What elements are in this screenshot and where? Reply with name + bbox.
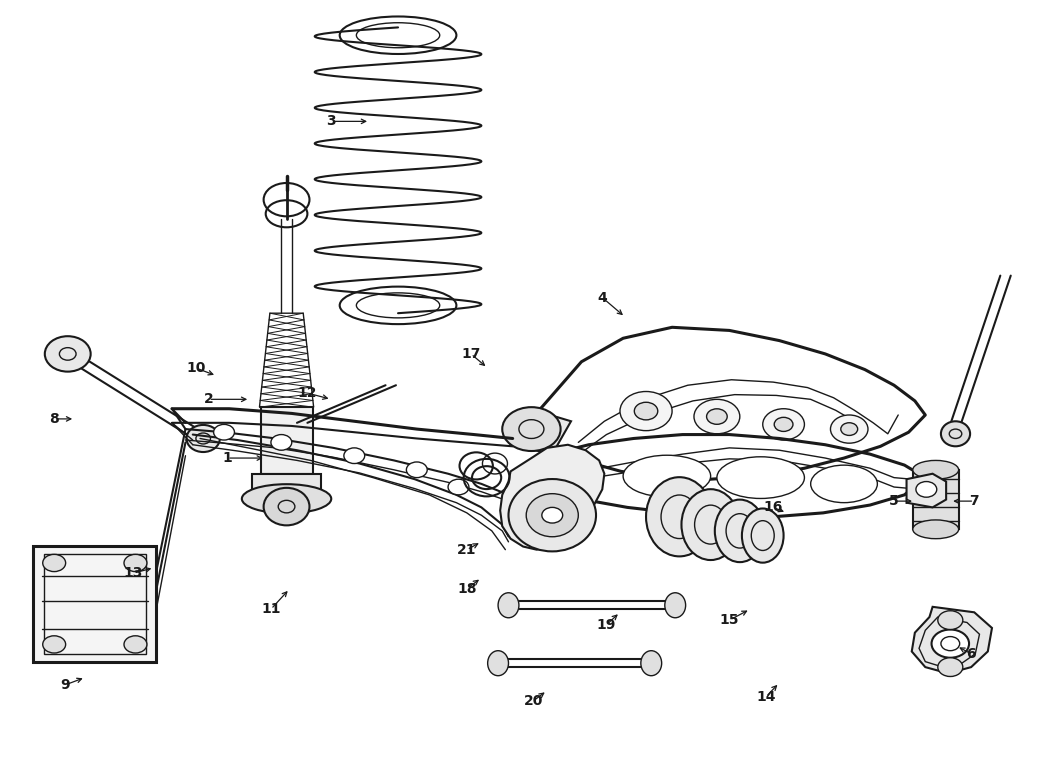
Ellipse shape <box>187 425 220 452</box>
Ellipse shape <box>717 456 804 499</box>
Ellipse shape <box>774 417 793 431</box>
Ellipse shape <box>623 455 711 497</box>
Text: 11: 11 <box>262 602 280 616</box>
Ellipse shape <box>715 500 765 562</box>
Ellipse shape <box>508 479 596 551</box>
Ellipse shape <box>830 415 868 443</box>
Ellipse shape <box>635 402 658 420</box>
Text: 14: 14 <box>756 690 775 704</box>
Bar <box>33 546 156 662</box>
Ellipse shape <box>646 477 713 557</box>
Ellipse shape <box>742 508 784 563</box>
Ellipse shape <box>242 484 331 514</box>
Text: 21: 21 <box>457 543 476 557</box>
Ellipse shape <box>264 488 309 525</box>
Bar <box>44 554 146 654</box>
Text: 20: 20 <box>524 694 543 708</box>
Ellipse shape <box>932 630 969 658</box>
Ellipse shape <box>694 399 740 434</box>
Ellipse shape <box>620 392 672 431</box>
Text: 16: 16 <box>764 500 783 514</box>
Text: 1: 1 <box>222 451 232 465</box>
Ellipse shape <box>681 489 740 560</box>
Ellipse shape <box>488 651 508 676</box>
Ellipse shape <box>941 421 970 446</box>
Text: 17: 17 <box>462 347 480 361</box>
Bar <box>913 470 959 529</box>
Ellipse shape <box>763 409 804 440</box>
Polygon shape <box>511 409 571 454</box>
Text: 15: 15 <box>720 613 739 627</box>
Ellipse shape <box>43 554 66 572</box>
Ellipse shape <box>913 460 959 479</box>
Text: 19: 19 <box>597 618 616 632</box>
Ellipse shape <box>43 636 66 653</box>
Ellipse shape <box>665 593 686 618</box>
Text: 10: 10 <box>187 361 205 375</box>
Text: 4: 4 <box>597 290 607 305</box>
Text: 13: 13 <box>124 566 143 580</box>
Ellipse shape <box>841 423 858 435</box>
Polygon shape <box>500 445 604 550</box>
Ellipse shape <box>124 636 147 653</box>
Ellipse shape <box>526 493 578 537</box>
Polygon shape <box>912 607 992 673</box>
Ellipse shape <box>214 424 234 440</box>
Ellipse shape <box>124 554 147 572</box>
Ellipse shape <box>448 479 469 495</box>
Bar <box>260 407 313 474</box>
Ellipse shape <box>344 448 365 464</box>
Ellipse shape <box>938 611 963 630</box>
Ellipse shape <box>706 409 727 424</box>
Ellipse shape <box>938 658 963 677</box>
Ellipse shape <box>916 482 937 497</box>
Ellipse shape <box>406 462 427 478</box>
Ellipse shape <box>913 520 959 539</box>
Ellipse shape <box>498 593 519 618</box>
Text: 18: 18 <box>457 582 476 596</box>
Polygon shape <box>907 474 946 507</box>
Ellipse shape <box>811 465 877 503</box>
Text: 12: 12 <box>298 386 317 400</box>
Ellipse shape <box>641 651 662 676</box>
Ellipse shape <box>45 336 91 372</box>
Text: 7: 7 <box>969 494 979 508</box>
Ellipse shape <box>542 507 563 523</box>
Ellipse shape <box>271 435 292 450</box>
Text: 5: 5 <box>889 494 899 508</box>
Bar <box>252 474 321 499</box>
Text: 6: 6 <box>966 647 976 661</box>
Text: 8: 8 <box>49 412 59 426</box>
Ellipse shape <box>502 407 561 451</box>
Text: 9: 9 <box>59 678 70 692</box>
Text: 3: 3 <box>326 114 337 128</box>
Text: 2: 2 <box>203 392 214 406</box>
